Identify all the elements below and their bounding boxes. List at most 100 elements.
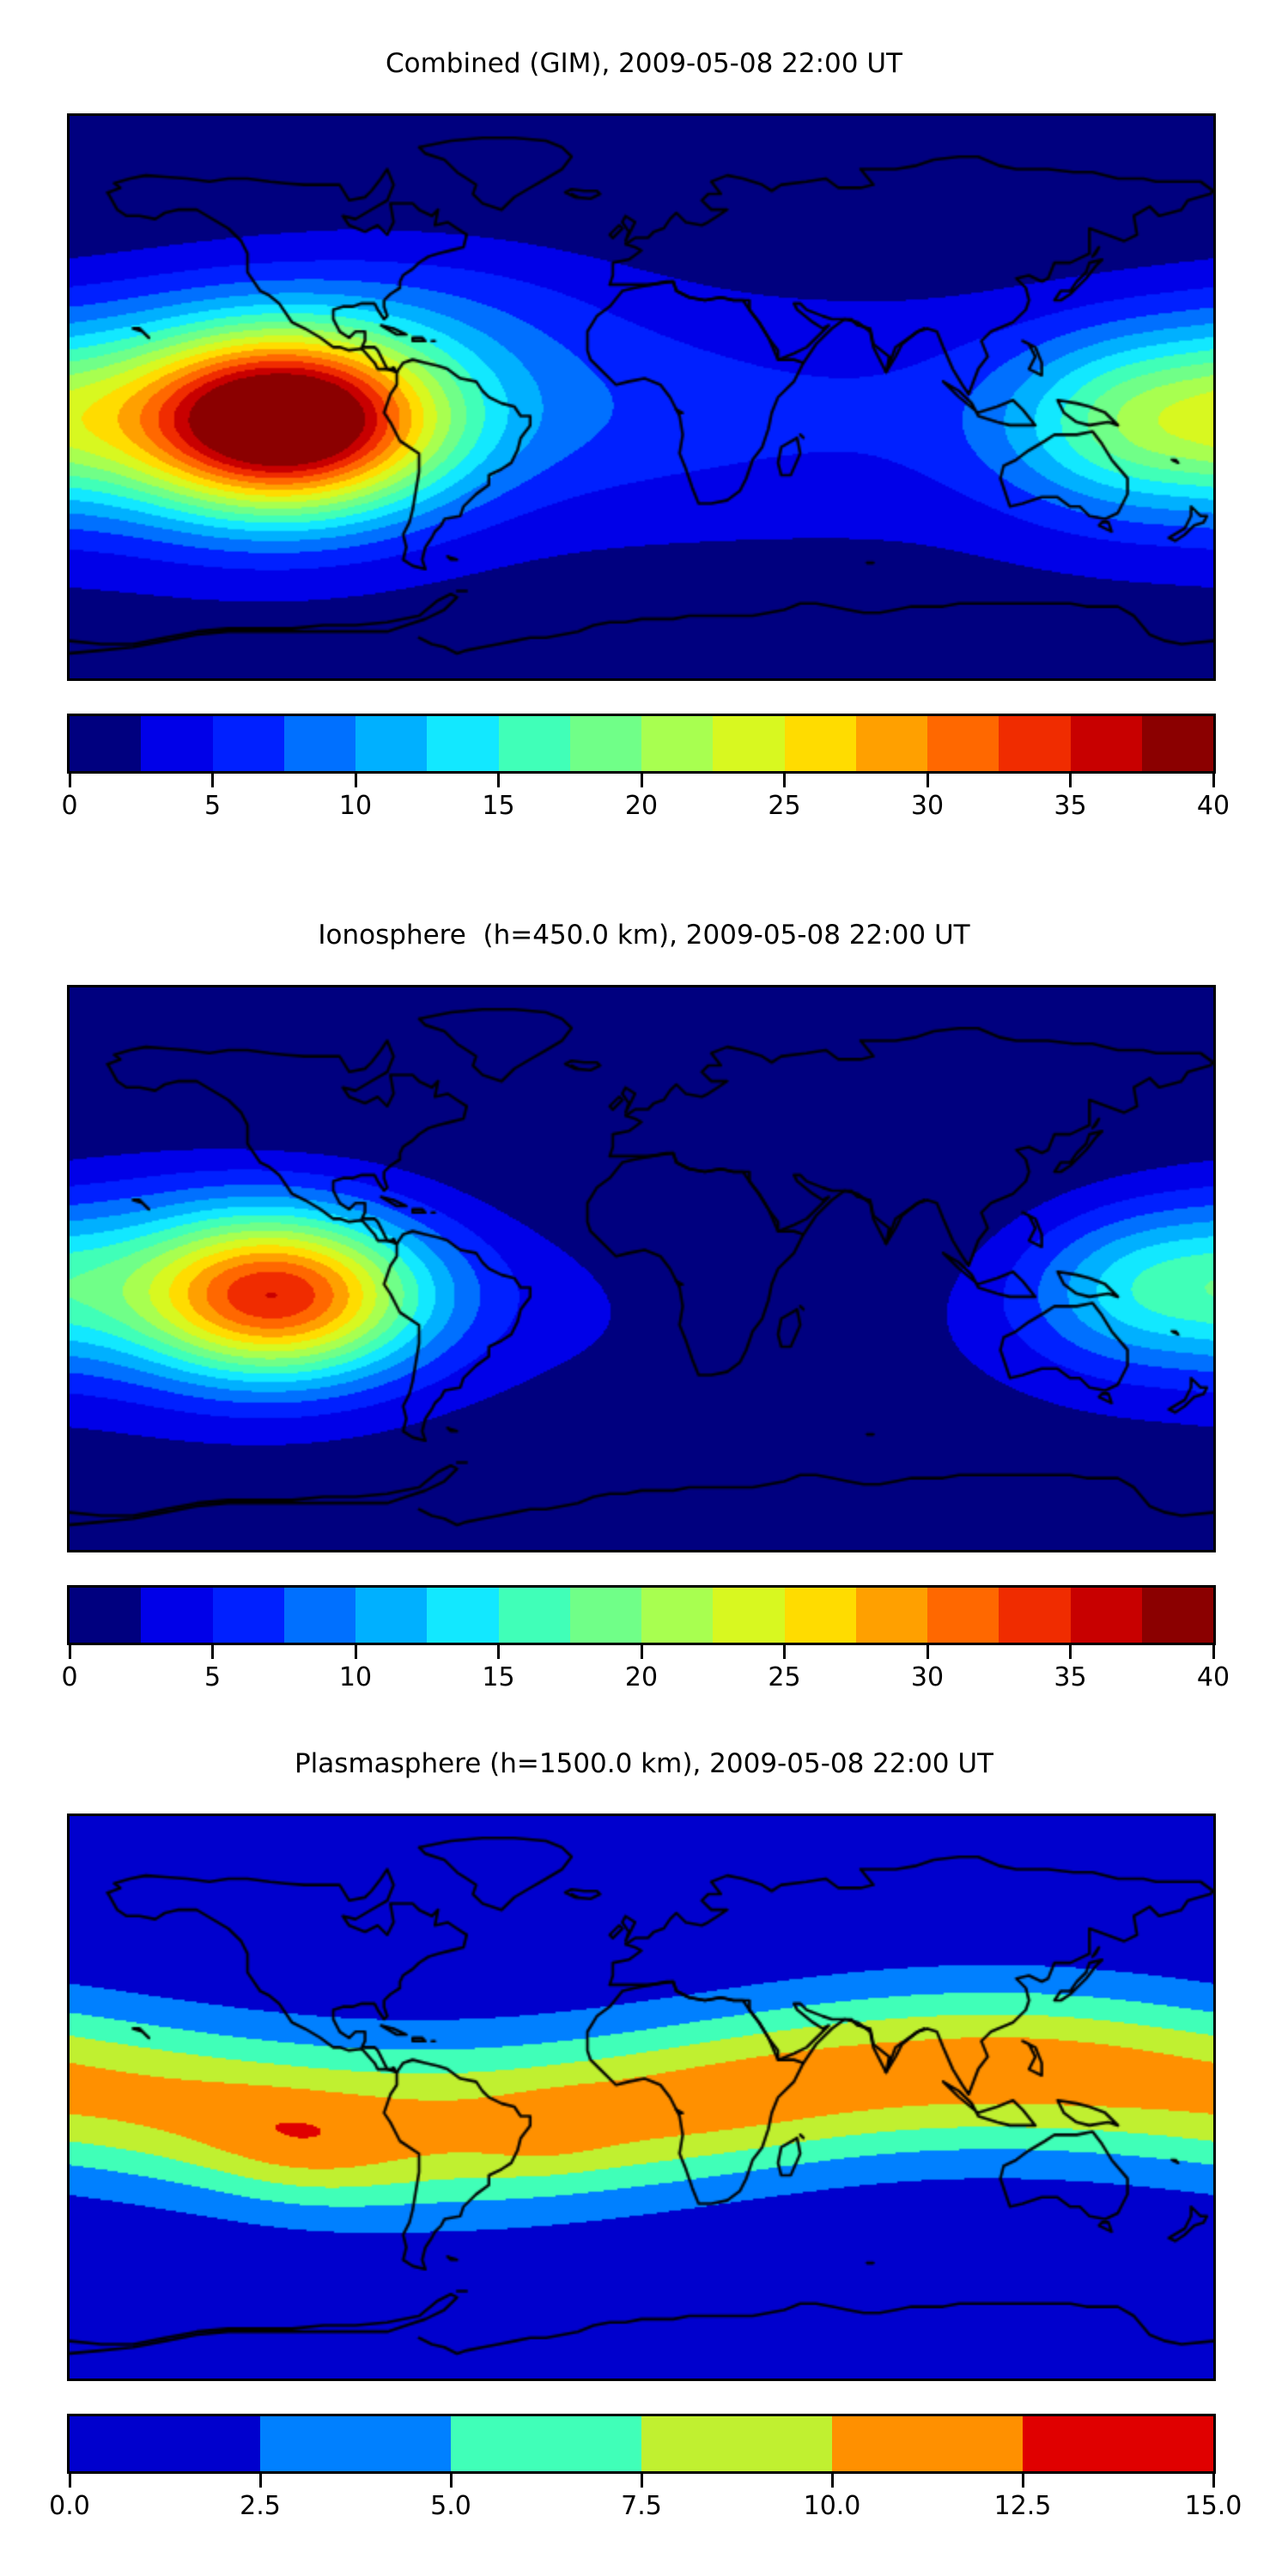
colorbar-segment <box>70 1588 142 1643</box>
colorbar-tick <box>211 1645 214 1659</box>
colorbar-tick <box>68 2474 71 2488</box>
colorbar-tick-label: 30 <box>910 1662 945 1692</box>
colorbar-labels-ionosphere: 0 5 10 15 20 25 30 35 40 <box>61 1659 1230 1698</box>
colorbar-segment <box>355 716 428 771</box>
map-combined <box>67 113 1216 681</box>
colorbar-tick <box>449 2474 453 2488</box>
colorbar-segment <box>641 2416 832 2471</box>
colorbar-segment <box>641 1588 714 1643</box>
panel-combined-gim: Combined (GIM), 2009-05-08 22:00 UT 0 5 10… <box>0 0 1288 859</box>
colorbar-segment <box>70 716 142 771</box>
map-canvas-ionosphere <box>70 987 1213 1550</box>
colorbar-segment <box>832 2416 1023 2471</box>
colorbar-tick-label: 15.0 <box>1184 2491 1242 2521</box>
colorbar-segment <box>283 1588 355 1643</box>
colorbar-tick-label: 40 <box>1196 1662 1230 1692</box>
colorbar-labels-plasmasphere: 0.0 2.5 5.0 7.5 10.0 12.5 15.0 <box>49 2488 1242 2527</box>
colorbar-tick <box>1069 1645 1072 1659</box>
colorbar-tick <box>1212 1645 1215 1659</box>
colorbar-tick <box>1212 774 1215 787</box>
colorbar-tick <box>830 2474 834 2488</box>
colorbar-tick <box>783 774 786 787</box>
colorbar-tick <box>926 1645 929 1659</box>
colorbar-tick <box>1212 2474 1215 2488</box>
colorbar-tick-label: 10 <box>338 1662 373 1692</box>
colorbar-labels-combined: 0 5 10 15 20 25 30 35 40 <box>61 787 1230 827</box>
colorbar-tick-label: 0.0 <box>49 2491 90 2521</box>
colorbar-segment <box>355 1588 428 1643</box>
colorbar-tick-label: 10 <box>338 791 373 821</box>
colorbar-tick-label: 2.5 <box>240 2491 281 2521</box>
colorbar-segment <box>784 1588 856 1643</box>
colorbar-segment <box>427 1588 499 1643</box>
colorbar-segment <box>927 1588 999 1643</box>
colorbar-segment <box>855 716 927 771</box>
colorbar-tick <box>354 774 357 787</box>
colorbar-tick <box>926 774 929 787</box>
colorbar-segment <box>999 716 1071 771</box>
colorbar-segment <box>1141 716 1213 771</box>
colorbar-ticks-ionosphere <box>67 1645 1216 1659</box>
colorbar-tick <box>640 774 643 787</box>
colorbar-tick-label: 20 <box>624 791 659 821</box>
colorbar-tick-label: 30 <box>910 791 945 821</box>
panel-title-combined: Combined (GIM), 2009-05-08 22:00 UT <box>386 48 902 79</box>
colorbar-segment <box>212 1588 284 1643</box>
colorbar-tick-label: 7.5 <box>621 2491 662 2521</box>
colorbar-ticks-combined <box>67 774 1216 787</box>
colorbar-segment <box>283 716 355 771</box>
colorbar-segment <box>141 716 213 771</box>
colorbar-tick-label: 10.0 <box>803 2491 861 2521</box>
colorbar-ionosphere: 0 5 10 15 20 25 30 35 40 <box>61 1585 1230 1698</box>
colorbar-segment <box>784 716 856 771</box>
colorbar-tick-label: 5 <box>204 791 222 821</box>
colorbar-tick-label: 5 <box>204 1662 222 1692</box>
colorbar-segment <box>498 716 570 771</box>
colorbar-tick-label: 35 <box>1054 1662 1087 1692</box>
colorbar-tick-label: 35 <box>1054 791 1087 821</box>
map-plasmasphere <box>67 1814 1216 2381</box>
panel-ionosphere: Ionosphere (h=450.0 km), 2009-05-08 22:0… <box>0 872 1288 1730</box>
colorbar-segment <box>1070 1588 1142 1643</box>
colorbar-tick <box>497 1645 500 1659</box>
colorbar-segment <box>641 716 714 771</box>
colorbar-segment <box>427 716 499 771</box>
colorbar-tick <box>258 2474 262 2488</box>
colorbar-tick <box>497 774 500 787</box>
colorbar-ticks-plasmasphere <box>67 2474 1216 2488</box>
colorbar-segment <box>1141 1588 1213 1643</box>
colorbar-segment <box>713 1588 785 1643</box>
colorbar-segment <box>498 1588 570 1643</box>
panel-title-plasmasphere: Plasmasphere (h=1500.0 km), 2009-05-08 2… <box>294 1748 993 1779</box>
colorbar-plasmasphere: 0.0 2.5 5.0 7.5 10.0 12.5 15.0 <box>49 2414 1242 2527</box>
map-canvas-plasmasphere <box>70 1816 1213 2379</box>
colorbar-tick <box>640 1645 643 1659</box>
colorbar-tick-label: 25 <box>768 791 801 821</box>
colorbar-segment <box>1023 2416 1213 2471</box>
colorbar-strip-ionosphere <box>67 1585 1216 1645</box>
colorbar-tick-label: 25 <box>768 1662 801 1692</box>
colorbar-segment <box>927 716 999 771</box>
map-canvas-combined <box>70 116 1213 678</box>
colorbar-segment <box>1070 716 1142 771</box>
colorbar-tick-label: 5.0 <box>430 2491 471 2521</box>
colorbar-tick <box>68 1645 71 1659</box>
colorbar-tick <box>68 774 71 787</box>
colorbar-tick-label: 12.5 <box>993 2491 1052 2521</box>
colorbar-tick <box>1069 774 1072 787</box>
colorbar-strip-combined <box>67 714 1216 774</box>
colorbar-tick <box>640 2474 643 2488</box>
colorbar-segment <box>999 1588 1071 1643</box>
colorbar-segment <box>569 716 641 771</box>
colorbar-tick-label: 0 <box>61 1662 78 1692</box>
colorbar-tick <box>783 1645 786 1659</box>
colorbar-strip-plasmasphere <box>67 2414 1216 2474</box>
colorbar-tick-label: 20 <box>624 1662 659 1692</box>
colorbar-tick-label: 0 <box>61 791 78 821</box>
colorbar-combined: 0 5 10 15 20 25 30 35 40 <box>61 714 1230 827</box>
colorbar-tick <box>211 774 214 787</box>
map-ionosphere <box>67 985 1216 1552</box>
colorbar-segment <box>212 716 284 771</box>
colorbar-tick-label: 15 <box>482 791 515 821</box>
